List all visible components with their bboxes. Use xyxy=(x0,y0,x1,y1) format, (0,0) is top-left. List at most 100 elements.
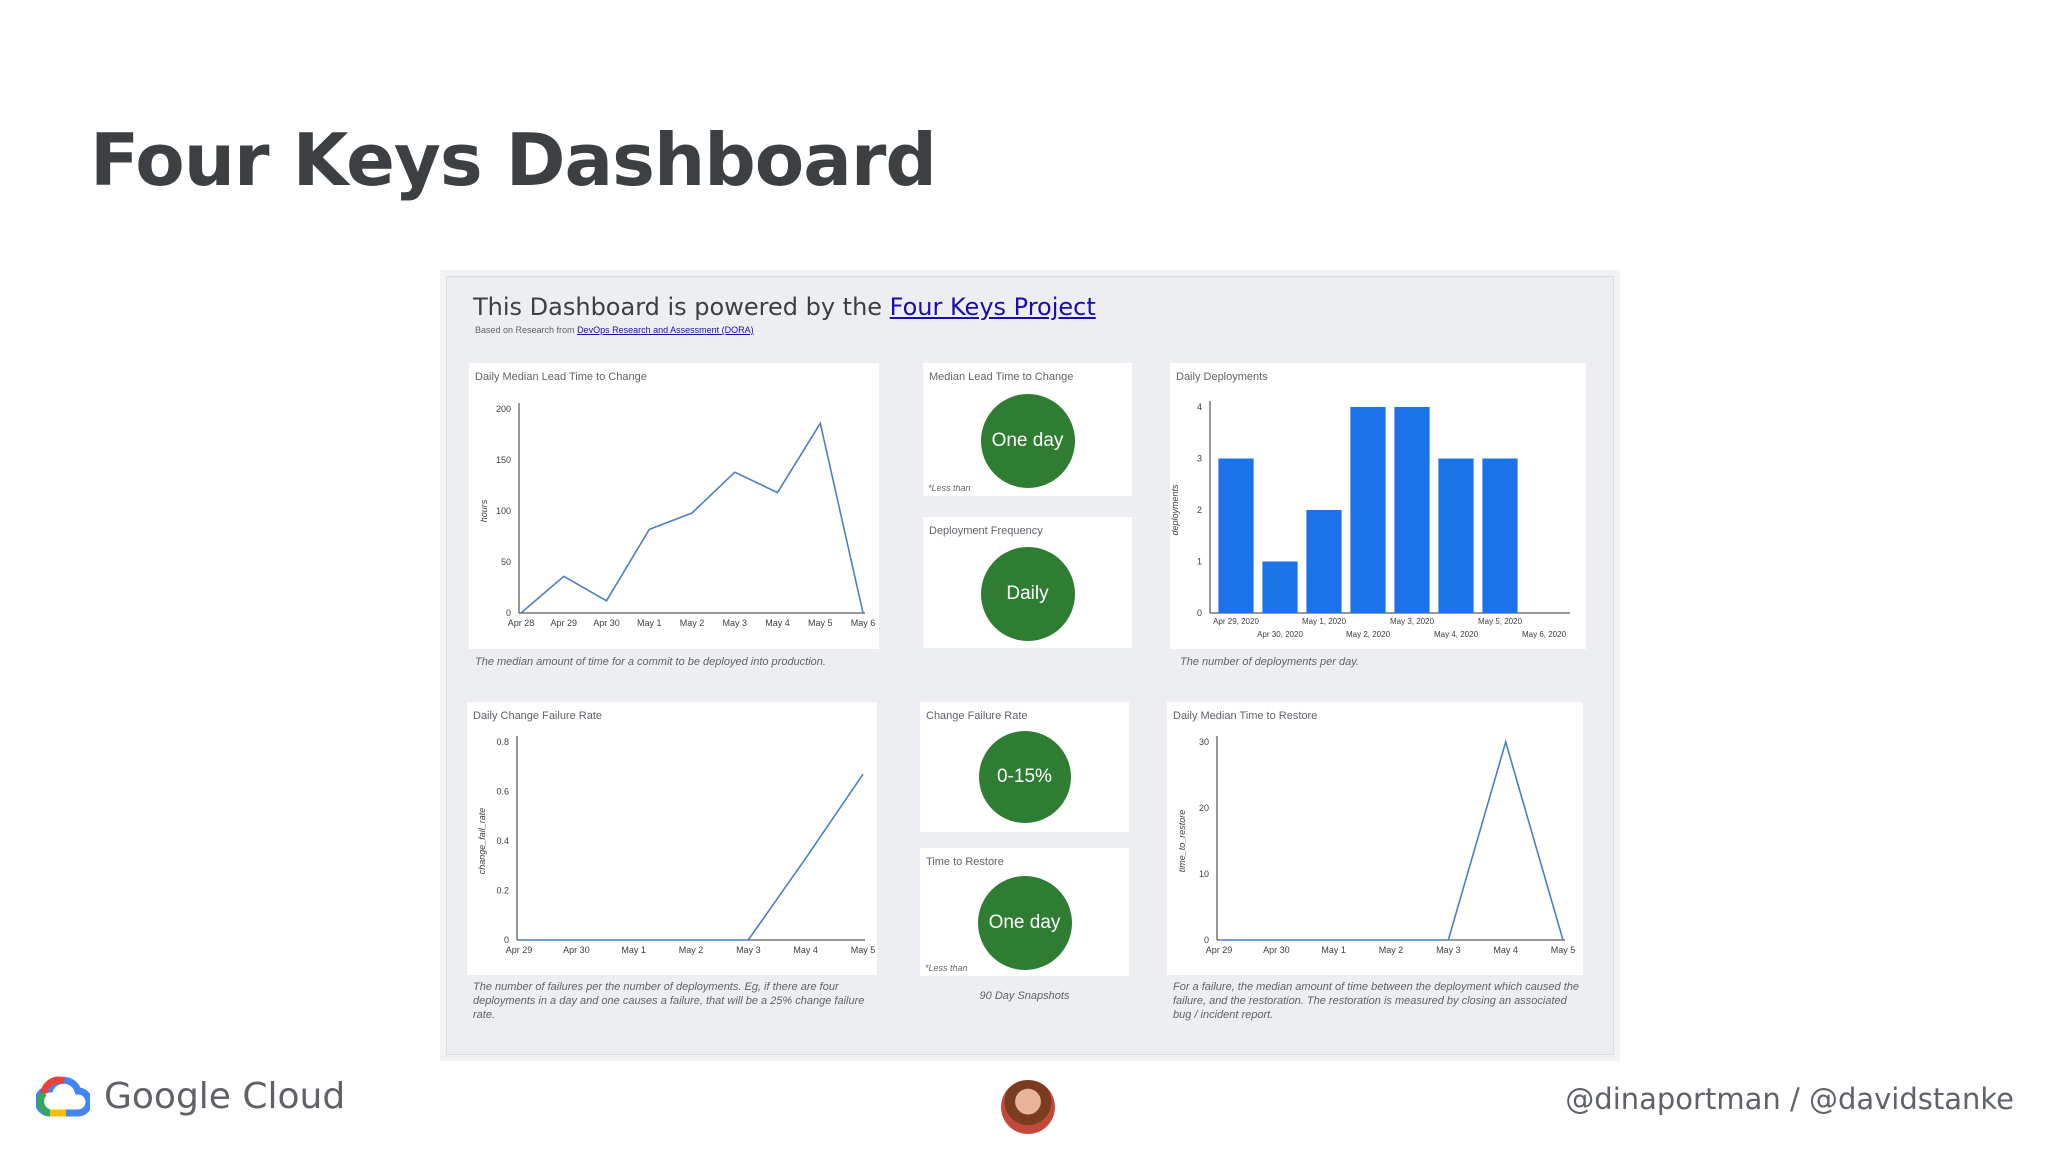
x-tick-label: Apr 30, 2020 xyxy=(1257,630,1303,639)
deployment-frequency-badge: Daily xyxy=(980,547,1075,641)
x-tick-label: May 5 xyxy=(1551,945,1576,955)
x-tick-label: May 4, 2020 xyxy=(1434,630,1479,639)
less-than-note: *Less than xyxy=(925,963,968,973)
dashboard-header-text: This Dashboard is powered by the xyxy=(473,293,890,321)
x-tick-label: Apr 28 xyxy=(508,618,535,628)
card-title: Daily Deployments xyxy=(1176,371,1268,383)
x-tick-label: Apr 30 xyxy=(1263,945,1290,955)
y-tick-label: 0.4 xyxy=(496,836,509,846)
time-to-restore-card: Time to Restore One day *Less than xyxy=(920,848,1129,976)
x-tick-label: May 2 xyxy=(679,945,704,955)
time-to-restore-badge: One day xyxy=(977,876,1072,970)
restore-chart-card: Daily Median Time to Restore 0 10 20 30 time… xyxy=(1167,702,1583,975)
change-failure-rate-card: Change Failure Rate 0-15% xyxy=(920,702,1129,832)
card-title: Change Failure Rate xyxy=(926,710,1028,722)
card-title: Daily Change Failure Rate xyxy=(473,710,603,722)
y-tick-label: 200 xyxy=(496,404,511,414)
google-cloud-brand: Google Cloud xyxy=(36,1075,345,1117)
lead-time-chart-card: Daily Median Lead Time to Change 0 50 100 1… xyxy=(469,363,879,649)
x-tick-label: May 4 xyxy=(793,945,818,955)
y-axis-label: deployments xyxy=(1170,484,1180,536)
median-lead-time-card: Median Lead Time to Change One day *Less… xyxy=(923,363,1132,496)
bar xyxy=(1262,561,1298,613)
y-tick-label: 0 xyxy=(506,608,511,618)
y-tick-label: 20 xyxy=(1199,803,1209,813)
daily-deployments-description: The number of deployments per day. xyxy=(1180,656,1359,668)
dora-link[interactable]: DevOps Research and Assessment (DORA) xyxy=(577,325,754,335)
median-lead-time-badge: One day xyxy=(980,394,1075,488)
x-tick-label: May 5 xyxy=(851,945,876,955)
x-tick-label: Apr 29 xyxy=(1206,945,1233,955)
y-tick-label: 50 xyxy=(501,557,511,567)
x-tick-label: May 5 xyxy=(808,618,833,628)
snapshots-note: 90 Day Snapshots xyxy=(979,990,1070,1002)
series-line xyxy=(520,421,864,614)
x-tick-label: May 1 xyxy=(637,618,662,628)
y-axis-label: change_fail_rate xyxy=(477,808,487,875)
lead-time-line-chart: 0 50 100 150 200 hours Apr 28 Apr 29 Apr 30 May 1… xyxy=(479,403,875,628)
x-tick-label: May 5, 2020 xyxy=(1478,617,1523,626)
card-title: Daily Median Lead Time to Change xyxy=(475,371,647,383)
dashboard-subheader: Based on Research from DevOps Research a… xyxy=(475,325,754,335)
y-tick-label: 0 xyxy=(1204,935,1209,945)
series-line xyxy=(1219,739,1564,941)
time-to-restore-line-chart: 0 10 20 30 time_to_restore Apr 29 Apr 30 May 1 M… xyxy=(1177,736,1576,955)
deployment-frequency-card: Deployment Frequency Daily xyxy=(923,517,1132,648)
daily-deployments-bar-chart: 0 1 2 3 4 deployments Apr 29, 2020 Apr 30, 2020… xyxy=(1170,401,1570,639)
x-tick-label: May 2 xyxy=(1379,945,1404,955)
brand-name: Google Cloud xyxy=(104,1075,346,1117)
y-axis-label: hours xyxy=(479,499,489,522)
dashboard-header: This Dashboard is powered by the Four Ke… xyxy=(473,293,1096,321)
dashboard-subheader-text: Based on Research from xyxy=(475,325,578,335)
x-tick-label: May 3 xyxy=(722,618,747,628)
card-title: Time to Restore xyxy=(926,856,1004,868)
bar xyxy=(1350,407,1386,613)
x-tick-label: May 4 xyxy=(765,618,790,628)
y-tick-label: 2 xyxy=(1197,505,1202,515)
y-tick-label: 1 xyxy=(1197,557,1202,567)
change-failure-line-chart: 0 0.2 0.4 0.6 0.8 change_fail_rate Apr 29 Apr 3… xyxy=(477,736,876,955)
y-tick-label: 0 xyxy=(504,935,509,945)
avatar xyxy=(1001,1080,1055,1134)
x-tick-label: Apr 29, 2020 xyxy=(1213,617,1259,626)
google-cloud-logo-icon xyxy=(36,1076,90,1117)
change-failure-rate-badge: 0-15% xyxy=(978,731,1071,823)
y-tick-label: 0.2 xyxy=(496,886,509,896)
lead-time-description: The median amount of time for a commit t… xyxy=(475,656,826,668)
x-tick-label: May 3 xyxy=(736,945,761,955)
y-tick-label: 150 xyxy=(496,455,511,465)
four-keys-project-link[interactable]: Four Keys Project xyxy=(889,293,1096,321)
x-tick-label: Apr 29 xyxy=(506,945,533,955)
x-tick-label: Apr 29 xyxy=(550,618,577,628)
x-tick-label: May 2, 2020 xyxy=(1346,630,1391,639)
card-title: Deployment Frequency xyxy=(929,525,1043,537)
series-line xyxy=(519,773,864,941)
y-tick-label: 3 xyxy=(1197,454,1202,464)
y-tick-label: 100 xyxy=(496,506,511,516)
slide-title: Four Keys Dashboard xyxy=(90,118,937,202)
x-tick-label: Apr 30 xyxy=(563,945,590,955)
card-title: Median Lead Time to Change xyxy=(929,371,1074,383)
x-tick-label: May 2 xyxy=(680,618,705,628)
y-tick-label: 10 xyxy=(1199,869,1209,879)
x-tick-label: May 1 xyxy=(621,945,646,955)
y-tick-label: 0.8 xyxy=(496,737,509,747)
y-tick-label: 0.6 xyxy=(496,787,509,797)
card-title: Daily Median Time to Restore xyxy=(1173,710,1318,722)
restore-description: For a failure, the median amount of time… xyxy=(1173,981,1580,1021)
bar xyxy=(1306,510,1342,613)
cfr-description: The number of failures per the number of… xyxy=(473,981,865,1021)
bar xyxy=(1218,458,1254,613)
bar xyxy=(1438,458,1474,613)
bar xyxy=(1482,458,1518,613)
daily-deployments-card: Daily Deployments 0 1 2 3 4 deployments Apr 29… xyxy=(1170,363,1586,649)
bar xyxy=(1394,407,1430,613)
speaker-handles: @dinaportman / @davidstanke xyxy=(1565,1082,2014,1116)
less-than-note: *Less than xyxy=(928,483,971,493)
y-tick-label: 0 xyxy=(1197,608,1202,618)
x-tick-label: May 6, 2020 xyxy=(1522,630,1567,639)
y-tick-label: 30 xyxy=(1199,737,1209,747)
cfr-chart-card: Daily Change Failure Rate 0 0.2 0.4 0.6 0.8 c… xyxy=(467,702,877,975)
x-tick-label: May 4 xyxy=(1493,945,1518,955)
y-axis-label: time_to_restore xyxy=(1177,810,1187,873)
